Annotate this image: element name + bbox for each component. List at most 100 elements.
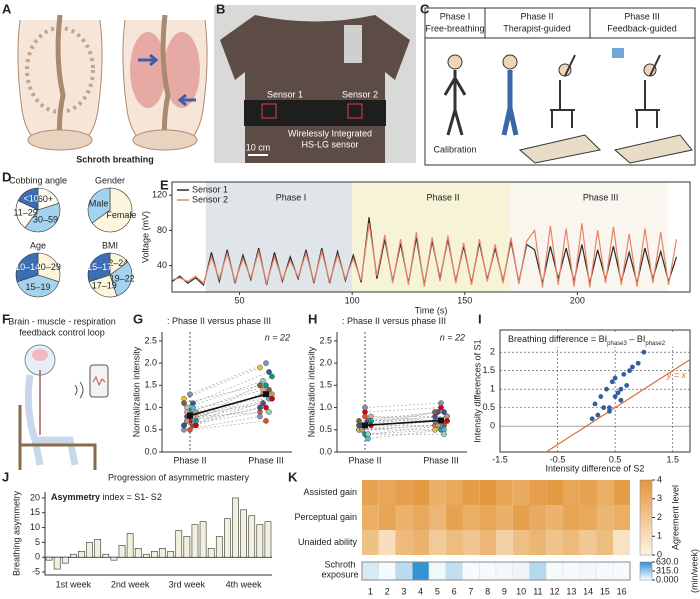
exposure-cell bbox=[613, 561, 631, 581]
colorbar bbox=[639, 561, 653, 581]
pair-point bbox=[269, 395, 275, 402]
bar bbox=[110, 556, 118, 561]
pair-point bbox=[257, 404, 263, 411]
slice-label: 30–59 bbox=[33, 215, 58, 225]
y-tick-label: 1.5 bbox=[482, 365, 495, 375]
y-tick-label: 2.0 bbox=[319, 357, 332, 367]
heat-cell bbox=[563, 505, 580, 530]
y-axis-label: Intensity differences of S1 bbox=[472, 339, 482, 442]
line-label: y = x bbox=[666, 370, 687, 380]
bar bbox=[94, 539, 102, 558]
bar bbox=[134, 548, 142, 558]
heat-cell bbox=[395, 505, 413, 530]
panel-label: K bbox=[288, 469, 298, 484]
y-axis-label: Breathing asymmetry bbox=[11, 490, 21, 576]
heat-cell bbox=[579, 530, 597, 555]
annotation: Asymmetry index = S1- S2 bbox=[51, 492, 162, 502]
y-tick-label: 120 bbox=[152, 190, 167, 200]
pair-point bbox=[356, 418, 362, 424]
column-label: 4 bbox=[418, 586, 423, 596]
colorbar-label: Agreement level bbox=[670, 485, 680, 550]
bar bbox=[207, 548, 215, 558]
device-label: Wirelessly Integrated bbox=[288, 128, 372, 138]
x-tick-label: 100 bbox=[345, 295, 360, 305]
panel-label: H bbox=[308, 311, 317, 326]
heat-cell bbox=[362, 530, 379, 555]
annotation-part: Breathing difference = BI bbox=[508, 334, 607, 344]
bar bbox=[142, 553, 150, 558]
row-label: Perceptual gain bbox=[294, 512, 357, 522]
heat-cell bbox=[395, 480, 413, 505]
identity-line bbox=[545, 359, 691, 453]
y-tick-label: -5 bbox=[32, 566, 40, 576]
x-group-label: 1st week bbox=[56, 579, 92, 589]
pair-point bbox=[444, 418, 450, 424]
scatter-point bbox=[621, 371, 627, 377]
bar bbox=[159, 548, 166, 558]
column-label: 13 bbox=[566, 586, 576, 596]
y-tick-label: 15 bbox=[30, 507, 40, 517]
y-tick-label: 1 bbox=[490, 384, 495, 394]
pie-slice bbox=[16, 274, 60, 298]
exposure-frame bbox=[361, 561, 631, 581]
pair-point bbox=[263, 418, 269, 424]
exposure-cell bbox=[361, 561, 379, 581]
colorbar-tick-label: 0.000 bbox=[656, 574, 679, 584]
heat-cell bbox=[563, 480, 580, 505]
exposure-cell bbox=[495, 561, 513, 581]
colorbar-tick-label: 1 bbox=[657, 531, 662, 541]
phase-title: Phase III bbox=[624, 11, 660, 21]
caption: Schroth breathing bbox=[76, 154, 154, 164]
slice-label: 15–19 bbox=[25, 282, 50, 292]
bar bbox=[118, 545, 126, 558]
scatter-point bbox=[609, 379, 615, 385]
heat-cell bbox=[445, 505, 463, 530]
heat-cell bbox=[579, 480, 597, 505]
heat-cell bbox=[563, 530, 580, 555]
pair-point bbox=[362, 404, 368, 411]
annotation-part: phase3 bbox=[607, 341, 627, 347]
column-label: 15 bbox=[600, 586, 610, 596]
phase-title: Phase I bbox=[440, 11, 471, 21]
exposure-cell bbox=[596, 561, 614, 581]
column-label: 11 bbox=[533, 586, 542, 596]
scatter-point bbox=[592, 401, 598, 407]
x-tick-label: 1.5 bbox=[666, 454, 679, 464]
x-tick-label: Phase III bbox=[423, 455, 459, 465]
slice-label: 11–29 bbox=[13, 208, 37, 218]
column-label: 5 bbox=[435, 586, 440, 596]
heat-cell bbox=[429, 505, 446, 530]
heat-cell bbox=[378, 530, 396, 555]
pie-slice bbox=[15, 252, 39, 283]
heat-cell bbox=[496, 530, 513, 555]
heat-cell bbox=[462, 480, 480, 505]
column-label: 8 bbox=[485, 586, 490, 596]
y-tick-label: 10 bbox=[30, 522, 40, 532]
y-tick-label: 80 bbox=[157, 225, 167, 235]
bar bbox=[167, 550, 175, 558]
column-label: 2 bbox=[385, 586, 390, 596]
colorbar bbox=[639, 479, 653, 556]
slice-label: 19–22 bbox=[110, 273, 135, 283]
annotation-part: – BI bbox=[627, 334, 646, 344]
pair-line bbox=[189, 407, 267, 422]
heat-cell bbox=[496, 480, 513, 505]
heat-cell bbox=[412, 530, 429, 555]
pair-point bbox=[181, 422, 187, 429]
phase-subtitle: Free-breathing bbox=[425, 23, 484, 33]
caption: feedback control loop bbox=[19, 327, 105, 337]
pair-line bbox=[186, 393, 264, 422]
scatter-point bbox=[589, 416, 595, 422]
x-tick-label: 50 bbox=[235, 295, 245, 305]
torso-illustration bbox=[17, 14, 208, 151]
column-label: 6 bbox=[452, 586, 457, 596]
x-tick-label: Phase III bbox=[248, 455, 284, 465]
pie-title: Gender bbox=[95, 175, 125, 185]
bar bbox=[126, 533, 134, 558]
chart-title: Progression of asymmetric mastery bbox=[108, 472, 250, 482]
pair-line bbox=[183, 407, 261, 426]
bar bbox=[102, 553, 110, 558]
pair-point bbox=[441, 409, 447, 415]
scatter-point bbox=[598, 394, 604, 399]
x-axis-label: Intensity difference of S2 bbox=[546, 463, 645, 473]
